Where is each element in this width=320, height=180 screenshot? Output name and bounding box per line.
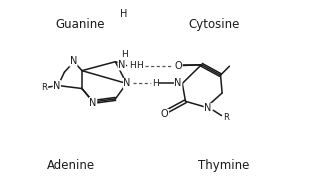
Text: O: O [174, 61, 182, 71]
Text: N: N [89, 98, 97, 107]
Text: N: N [53, 80, 60, 91]
Text: H: H [152, 79, 159, 88]
Text: N: N [174, 78, 182, 88]
Text: N: N [118, 60, 125, 70]
Text: Adenine: Adenine [47, 159, 95, 172]
Text: R: R [223, 113, 229, 122]
Text: R: R [41, 83, 47, 92]
Text: H: H [136, 61, 143, 70]
Text: N: N [124, 78, 131, 88]
Text: H: H [122, 50, 128, 59]
Text: Guanine: Guanine [56, 18, 105, 31]
Text: N: N [204, 103, 212, 113]
Text: H: H [130, 61, 136, 70]
Text: N: N [70, 56, 77, 66]
Text: O: O [161, 109, 169, 119]
Text: O: O [174, 61, 182, 71]
Text: H: H [120, 9, 127, 19]
Text: Thymine: Thymine [198, 159, 249, 172]
Text: Cytosine: Cytosine [188, 18, 240, 31]
